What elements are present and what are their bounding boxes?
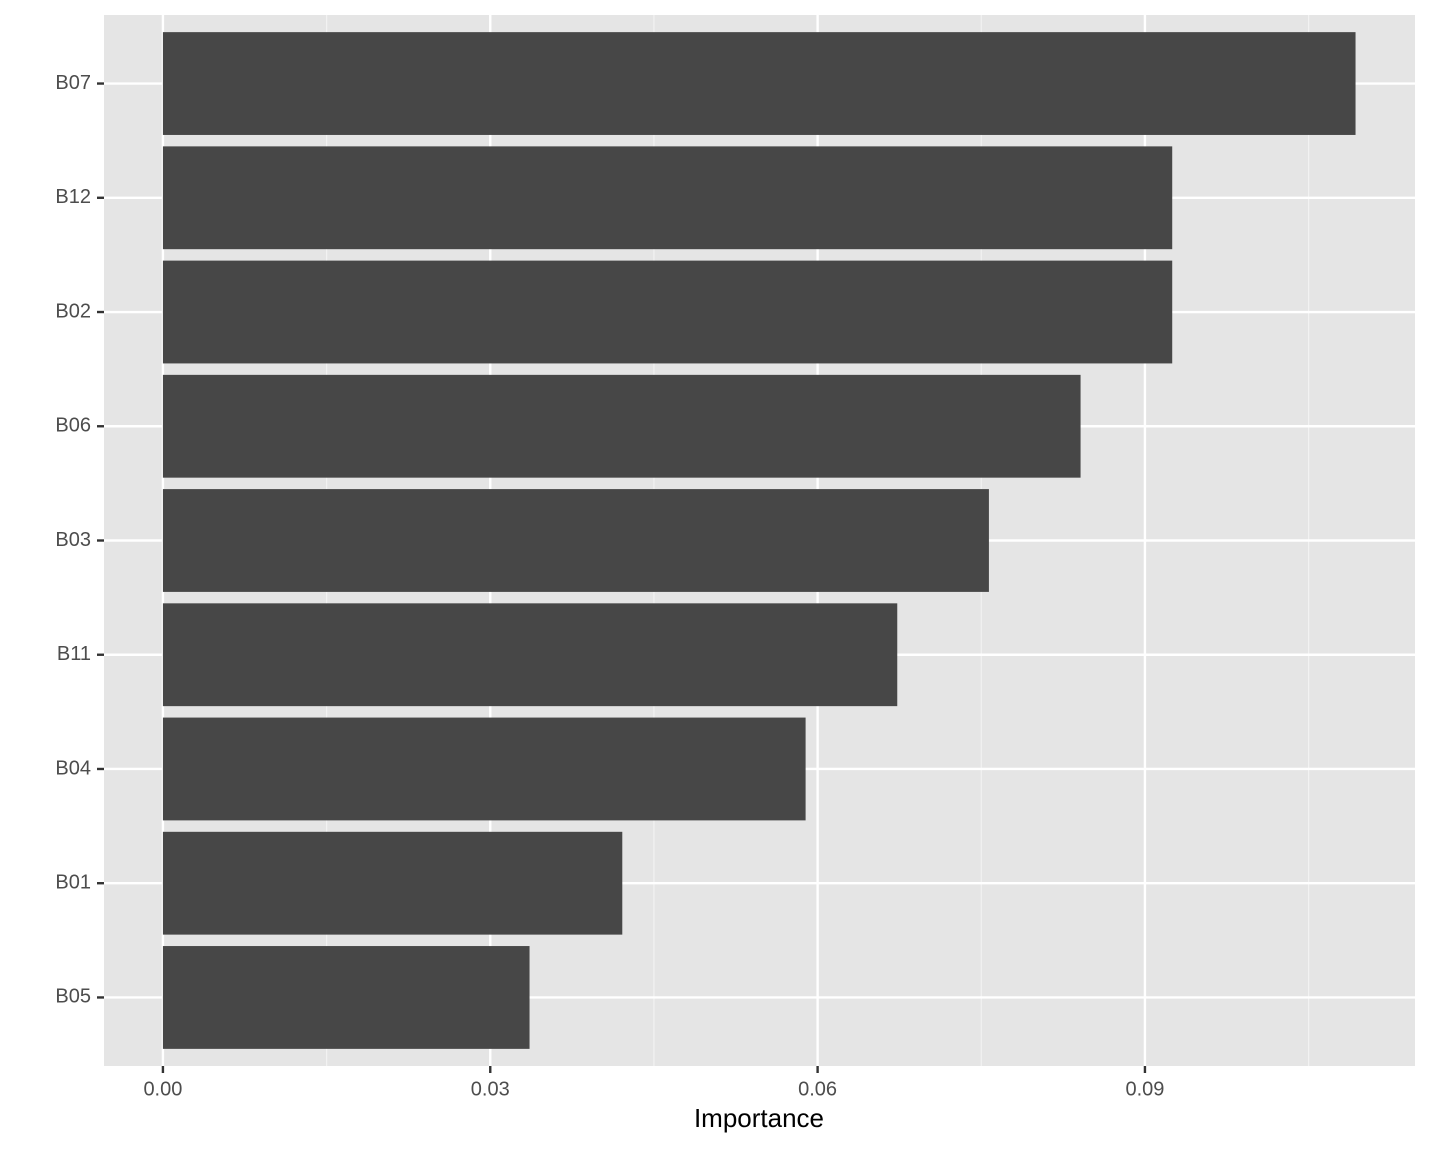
y-tick-label: B06 bbox=[55, 415, 91, 437]
x-axis-title: Importance bbox=[694, 1103, 824, 1133]
x-tick-label: 0.03 bbox=[471, 1078, 510, 1100]
bar bbox=[162, 603, 898, 707]
y-tick-label: B12 bbox=[55, 186, 91, 208]
y-tick-label: B04 bbox=[55, 757, 91, 779]
bar bbox=[162, 489, 989, 592]
bar bbox=[162, 32, 1356, 135]
y-tick-label: B03 bbox=[55, 529, 91, 551]
y-tick-label: B05 bbox=[55, 986, 91, 1008]
y-tick-label: B02 bbox=[55, 300, 91, 322]
y-tick-label: B11 bbox=[57, 643, 91, 665]
x-tick-label: 0.00 bbox=[143, 1078, 182, 1100]
x-tick-label: 0.09 bbox=[1125, 1078, 1164, 1100]
bar bbox=[162, 374, 1081, 478]
bar bbox=[162, 717, 806, 821]
bar bbox=[162, 831, 623, 935]
x-tick-label: 0.06 bbox=[798, 1078, 837, 1100]
bar bbox=[162, 946, 530, 1049]
bar bbox=[162, 146, 1173, 250]
y-tick-label: B07 bbox=[55, 72, 91, 94]
bar bbox=[162, 260, 1173, 364]
y-tick-label: B01 bbox=[55, 871, 91, 893]
